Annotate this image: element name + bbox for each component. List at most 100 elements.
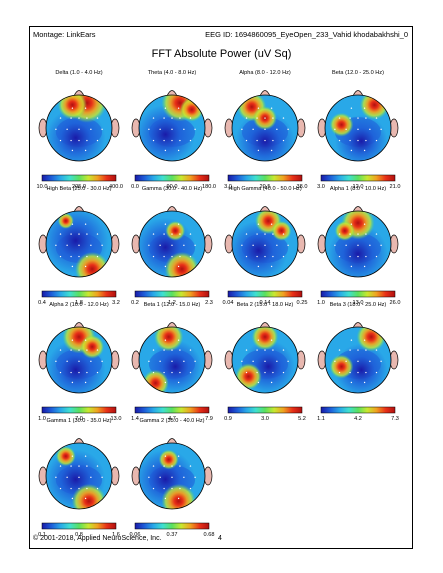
electrode-dot (380, 244, 382, 247)
electrode-dot (183, 244, 185, 247)
electrode-dot (71, 381, 74, 384)
electrode-dot (256, 117, 258, 119)
hot-region (158, 449, 179, 470)
head-outline (138, 442, 206, 510)
scale-max-label: 26.0 (389, 300, 401, 306)
cool-region (46, 108, 106, 161)
scale-max-label: 7.9 (205, 416, 213, 422)
electrode-dot (189, 117, 192, 119)
electrode-dot (357, 233, 359, 235)
electrode-dot (177, 107, 180, 109)
electrode-dot (350, 107, 353, 109)
electrode-dot (152, 233, 155, 235)
electrode-dot (171, 465, 173, 467)
scale-max-label: 0.25 (296, 300, 308, 306)
band-label: Beta 2 (15.0 - 18.0 Hz) (236, 302, 294, 308)
electrode-dot (272, 255, 274, 258)
electrode-dot (369, 360, 371, 363)
electrode-dot (86, 371, 88, 374)
electrode-dot (171, 349, 173, 351)
electrode-dot (357, 349, 359, 351)
hot-region (80, 334, 105, 359)
electrode-dot (163, 117, 165, 119)
scale-max-label: 5.2 (298, 416, 306, 422)
scale-ticks: 0.04 0.14 0.25 (222, 300, 308, 308)
electrode-dot (71, 107, 74, 109)
scale-mid-label: 205.0 (72, 184, 86, 190)
electrode-dot (90, 128, 92, 131)
scale-mid-label: 4.7 (168, 416, 176, 422)
scale-max-label: 2.3 (205, 300, 213, 306)
head-outline (324, 94, 392, 162)
topomap-svg (317, 322, 399, 414)
electrode-dot (179, 233, 181, 235)
electrode-dot (86, 349, 88, 351)
electrode-dot (357, 360, 359, 363)
electrode-dot (96, 117, 99, 119)
electrode-dot (86, 233, 88, 235)
electrode-dot (338, 139, 341, 142)
electrode-dot (84, 497, 87, 500)
electrode-dot (369, 244, 371, 247)
electrode-dot (164, 223, 167, 225)
electrode-dot (152, 255, 155, 258)
scale-mid-label: 3.0 (261, 416, 269, 422)
band-label: Beta (12.0 - 25.0 Hz) (332, 70, 384, 76)
electrode-dot (287, 244, 289, 247)
electrode-dot (357, 244, 359, 247)
topomap-cell: Beta 3 (18.0 - 25.0 Hz) 1.1 4.2 7.3 (315, 302, 401, 428)
scale-min-label: 0.06 (129, 532, 141, 538)
hot-region (235, 363, 262, 390)
electrode-dot (363, 339, 366, 341)
electrode-dot (59, 139, 62, 142)
scale-min-label: 3.0 (224, 184, 232, 190)
electrode-dot (71, 497, 74, 500)
electrode-dot (70, 487, 72, 490)
electrode-dot (177, 497, 180, 500)
scale-ticks: 0.06 0.37 0.68 (129, 532, 215, 540)
head-outline (324, 326, 392, 394)
head-outline (45, 210, 113, 278)
hot-region (71, 483, 107, 509)
band-label: Alpha 1 (8.0 - 10.0 Hz) (329, 186, 387, 192)
electrode-dot (189, 465, 192, 467)
electrode-dot (163, 465, 165, 467)
scale-max-label: 38.0 (296, 184, 308, 190)
electrode-dot (194, 244, 196, 247)
electrode-dot (78, 233, 80, 235)
hot-region (271, 220, 292, 241)
scale-min-label: 1.1 (317, 416, 325, 422)
topomap-svg (38, 206, 120, 298)
band-label: Beta 1 (12.0 - 15.0 Hz) (143, 302, 201, 308)
electrode-dot (71, 149, 74, 152)
electrode-dot (59, 255, 62, 258)
electrode-dot (272, 233, 274, 235)
electrode-dot (338, 349, 341, 351)
electrode-dot (96, 255, 99, 258)
electrode-dot (84, 455, 87, 457)
head-outline (45, 94, 113, 162)
scale-max-label: 180.0 (202, 184, 216, 190)
electrode-dot (264, 117, 266, 119)
electrode-dot (256, 349, 258, 351)
topomap-cell: Delta (1.0 - 4.0 Hz) 10.0 205.0 400.0 (36, 70, 123, 196)
topomap-svg (131, 322, 213, 414)
electrode-dot (350, 149, 353, 152)
electrode-dot (78, 349, 80, 351)
electrode-dot (55, 244, 57, 247)
electrode-dot (96, 487, 99, 490)
color-scale-bar (41, 522, 117, 530)
electrode-dot (84, 265, 87, 268)
electrode-dot (96, 233, 99, 235)
scale-mid-label: 7.0 (75, 416, 83, 422)
color-scale-bar (227, 406, 303, 414)
montage-label: Montage: LinkEars (33, 30, 96, 39)
electrode-dot (375, 349, 378, 351)
electrode-dot (350, 339, 353, 341)
electrode-dot (179, 487, 181, 490)
electrode-dot (245, 349, 248, 351)
electrode-dot (350, 223, 353, 225)
electrode-dot (270, 107, 273, 109)
head-outline (138, 94, 206, 162)
electrode-dot (282, 233, 285, 235)
